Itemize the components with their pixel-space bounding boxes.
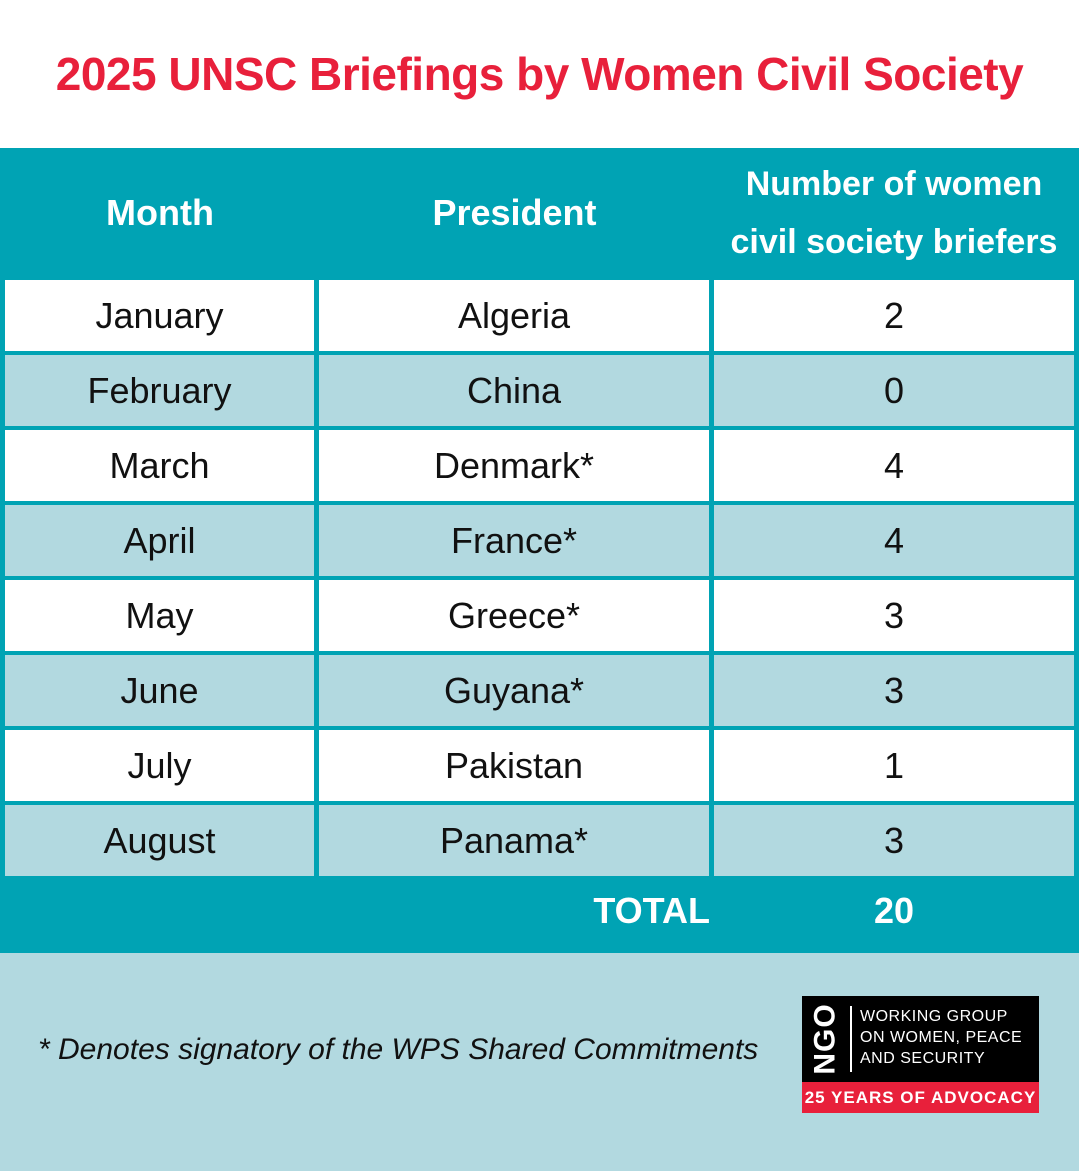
count-cell: 3 — [714, 580, 1074, 651]
logo-black-panel: NGO WORKING GROUP ON WOMEN, PEACE AND SE… — [802, 996, 1039, 1082]
total-row: TOTAL 20 — [0, 874, 1079, 947]
total-label: TOTAL — [593, 889, 710, 931]
count-cell: 3 — [714, 805, 1074, 876]
table-row: March Denmark* 4 — [0, 430, 1079, 501]
month-cell: August — [5, 805, 314, 876]
header-president: President — [432, 192, 597, 233]
table-row: August Panama* 3 — [0, 805, 1079, 876]
month-cell: March — [5, 430, 314, 501]
logo-ngo-text: NGO — [809, 1003, 842, 1075]
count-cell: 4 — [714, 505, 1074, 576]
table-row: July Pakistan 1 — [0, 730, 1079, 801]
logo-line-3: AND SECURITY — [860, 1050, 986, 1067]
ngo-working-group-logo: NGO WORKING GROUP ON WOMEN, PEACE AND SE… — [802, 996, 1039, 1113]
count-cell: 2 — [714, 280, 1074, 351]
month-cell: May — [5, 580, 314, 651]
month-cell: January — [5, 280, 314, 351]
month-cell: July — [5, 730, 314, 801]
logo-ngo-mark: NGO — [804, 1003, 848, 1075]
table-row: May Greece* 3 — [0, 580, 1079, 651]
month-cell: June — [5, 655, 314, 726]
count-cell: 4 — [714, 430, 1074, 501]
header-month: Month — [106, 192, 214, 233]
president-cell: China — [319, 355, 709, 426]
briefings-table: Month President Number of women civil so… — [0, 148, 1079, 953]
president-cell: Guyana* — [319, 655, 709, 726]
month-cell: April — [5, 505, 314, 576]
logo-divider — [850, 1006, 852, 1072]
table-row: February China 0 — [0, 355, 1079, 426]
header-number-line-1: Number of women — [745, 165, 1043, 203]
logo-line-1: WORKING GROUP — [860, 1008, 1008, 1025]
count-cell: 3 — [714, 655, 1074, 726]
president-cell: Pakistan — [319, 730, 709, 801]
month-cell: February — [5, 355, 314, 426]
president-cell: Denmark* — [319, 430, 709, 501]
count-cell: 0 — [714, 355, 1074, 426]
logo-line-2: ON WOMEN, PEACE — [860, 1029, 1023, 1046]
footer: * Denotes signatory of the WPS Shared Co… — [0, 953, 1079, 1171]
president-cell: Greece* — [319, 580, 709, 651]
page-title: 2025 UNSC Briefings by Women Civil Socie… — [55, 48, 1024, 100]
header-number-line-2: civil society briefers — [730, 223, 1058, 261]
total-value: 20 — [873, 889, 915, 931]
president-cell: France* — [319, 505, 709, 576]
table-row: April France* 4 — [0, 505, 1079, 576]
president-cell: Panama* — [319, 805, 709, 876]
logo-org-name: WORKING GROUP ON WOMEN, PEACE AND SECURI… — [860, 1006, 1022, 1069]
header-number-of-briefers: Number of women civil society briefers — [714, 148, 1074, 278]
footnote: * Denotes signatory of the WPS Shared Co… — [38, 1033, 759, 1066]
count-cell: 1 — [714, 730, 1074, 801]
logo-tagline: 25 YEARS OF ADVOCACY — [802, 1082, 1039, 1113]
table-row: January Algeria 2 — [0, 280, 1079, 351]
president-cell: Algeria — [319, 280, 709, 351]
table-row: June Guyana* 3 — [0, 655, 1079, 726]
